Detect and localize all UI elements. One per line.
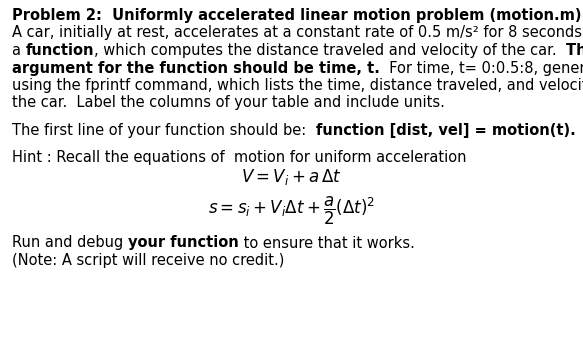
Text: argument for the function should be time, t.: argument for the function should be time… <box>12 61 380 75</box>
Text: $s = s_i + V_i\Delta t + \dfrac{a}{2}(\Delta t)^2$: $s = s_i + V_i\Delta t + \dfrac{a}{2}(\D… <box>208 194 375 227</box>
Text: function: function <box>26 43 94 58</box>
Text: A car, initially at rest, accelerates at a constant rate of 0.5 m/s² for 8 secon: A car, initially at rest, accelerates at… <box>12 26 583 40</box>
Text: using the fprintf command, which lists the time, distance traveled, and velocity: using the fprintf command, which lists t… <box>12 78 583 93</box>
Text: The first line of your function should be:: The first line of your function should b… <box>12 123 315 138</box>
Text: Problem 2:  Uniformly accelerated linear motion problem (motion.m): Problem 2: Uniformly accelerated linear … <box>12 8 581 23</box>
Text: Hint : Recall the equations of  motion for uniform acceleration: Hint : Recall the equations of motion fo… <box>12 150 466 165</box>
Text: , which computes the distance traveled and velocity of the car.: , which computes the distance traveled a… <box>94 43 566 58</box>
Text: a: a <box>12 43 26 58</box>
Text: function [dist, vel] = motion(t).: function [dist, vel] = motion(t). <box>315 123 575 138</box>
Text: Run and debug: Run and debug <box>12 235 128 251</box>
Text: your function: your function <box>128 235 238 251</box>
Text: the car.  Label the columns of your table and include units.: the car. Label the columns of your table… <box>12 96 445 110</box>
Text: The input: The input <box>566 43 583 58</box>
Text: $V = V_i + a\,\Delta t$: $V = V_i + a\,\Delta t$ <box>241 167 342 187</box>
Text: (Note: A script will receive no credit.): (Note: A script will receive no credit.) <box>12 253 285 268</box>
Text: For time, t= 0:0.5:8, generate a table: For time, t= 0:0.5:8, generate a table <box>380 61 583 75</box>
Text: to ensure that it works.: to ensure that it works. <box>238 235 415 251</box>
